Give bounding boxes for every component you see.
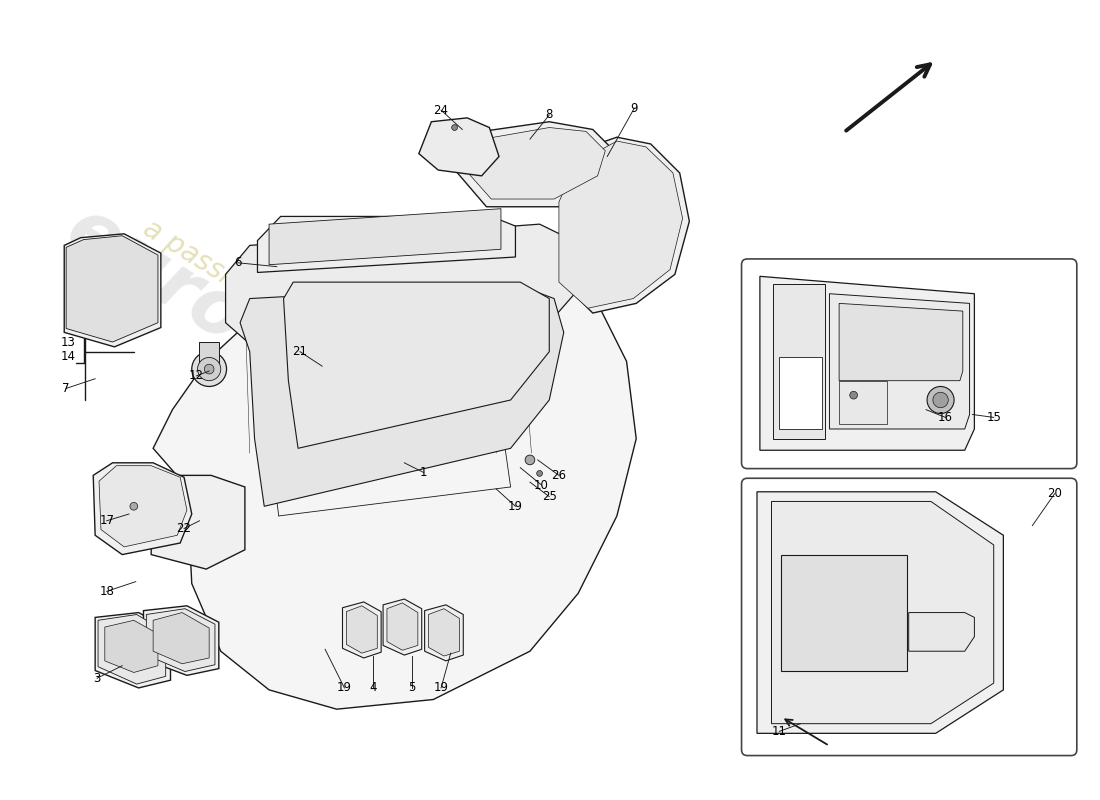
Polygon shape bbox=[94, 463, 191, 554]
Text: 15: 15 bbox=[987, 411, 1001, 424]
Polygon shape bbox=[346, 606, 377, 653]
Text: 20: 20 bbox=[1047, 487, 1062, 500]
Text: 14: 14 bbox=[60, 350, 76, 363]
Polygon shape bbox=[383, 599, 421, 655]
Polygon shape bbox=[284, 282, 549, 448]
Text: 10: 10 bbox=[535, 478, 549, 491]
Circle shape bbox=[525, 455, 535, 465]
Polygon shape bbox=[757, 492, 1003, 734]
Polygon shape bbox=[146, 609, 214, 671]
Text: 26: 26 bbox=[551, 469, 566, 482]
Text: 11: 11 bbox=[772, 725, 786, 738]
Polygon shape bbox=[143, 606, 219, 675]
Polygon shape bbox=[773, 284, 825, 438]
Polygon shape bbox=[270, 209, 500, 265]
Polygon shape bbox=[559, 141, 683, 308]
Polygon shape bbox=[153, 246, 636, 709]
Polygon shape bbox=[342, 602, 381, 658]
FancyBboxPatch shape bbox=[741, 478, 1077, 755]
Text: 13: 13 bbox=[60, 335, 76, 349]
Circle shape bbox=[130, 502, 138, 510]
Polygon shape bbox=[199, 342, 219, 369]
Polygon shape bbox=[153, 613, 209, 664]
Polygon shape bbox=[839, 381, 888, 424]
Polygon shape bbox=[779, 357, 822, 429]
Text: 19: 19 bbox=[337, 682, 352, 694]
Polygon shape bbox=[151, 475, 245, 569]
Polygon shape bbox=[95, 613, 170, 688]
FancyBboxPatch shape bbox=[741, 259, 1077, 469]
Polygon shape bbox=[104, 620, 158, 673]
Polygon shape bbox=[829, 294, 969, 429]
Text: a passion since 1985: a passion since 1985 bbox=[138, 214, 400, 393]
Polygon shape bbox=[909, 613, 975, 651]
Polygon shape bbox=[419, 118, 499, 176]
Text: 22: 22 bbox=[176, 522, 191, 535]
Polygon shape bbox=[257, 217, 516, 273]
Circle shape bbox=[537, 470, 542, 476]
Text: 6: 6 bbox=[234, 256, 242, 270]
Text: 19: 19 bbox=[433, 682, 449, 694]
Text: 9: 9 bbox=[630, 102, 638, 114]
Text: 8: 8 bbox=[546, 109, 553, 122]
Polygon shape bbox=[564, 137, 690, 313]
Circle shape bbox=[191, 352, 227, 386]
Polygon shape bbox=[429, 609, 460, 656]
Polygon shape bbox=[99, 466, 187, 547]
Text: 17: 17 bbox=[99, 514, 114, 527]
Polygon shape bbox=[469, 127, 605, 199]
Polygon shape bbox=[387, 603, 418, 650]
Circle shape bbox=[850, 391, 858, 399]
Polygon shape bbox=[781, 554, 906, 670]
Text: 1: 1 bbox=[420, 466, 428, 479]
Polygon shape bbox=[240, 284, 564, 506]
Polygon shape bbox=[425, 605, 463, 661]
Circle shape bbox=[933, 392, 948, 408]
Circle shape bbox=[198, 358, 221, 381]
Text: 18: 18 bbox=[99, 585, 114, 598]
Text: eurocarparts: eurocarparts bbox=[52, 192, 563, 550]
Polygon shape bbox=[771, 502, 993, 724]
Text: 16: 16 bbox=[938, 411, 953, 424]
Text: 5: 5 bbox=[408, 682, 416, 694]
Polygon shape bbox=[839, 303, 962, 381]
Circle shape bbox=[927, 386, 954, 414]
Text: 7: 7 bbox=[63, 382, 70, 395]
Text: 19: 19 bbox=[508, 500, 522, 513]
Circle shape bbox=[452, 125, 458, 130]
Polygon shape bbox=[760, 276, 975, 450]
Text: 3: 3 bbox=[94, 672, 101, 685]
Circle shape bbox=[205, 364, 214, 374]
Text: 24: 24 bbox=[433, 104, 449, 117]
Polygon shape bbox=[458, 122, 617, 206]
Text: 4: 4 bbox=[370, 682, 377, 694]
Text: 21: 21 bbox=[293, 345, 308, 358]
Text: 12: 12 bbox=[189, 370, 205, 382]
Polygon shape bbox=[226, 224, 583, 357]
Polygon shape bbox=[64, 234, 161, 347]
Text: 25: 25 bbox=[542, 490, 557, 503]
Polygon shape bbox=[66, 236, 158, 342]
Polygon shape bbox=[98, 614, 166, 684]
